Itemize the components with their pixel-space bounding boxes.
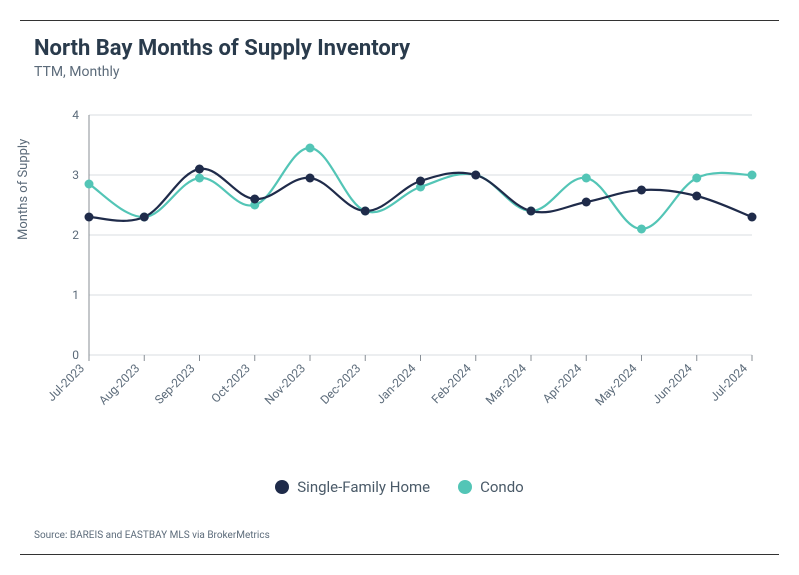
x-tick-label: Oct-2023 — [208, 361, 252, 405]
y-axis-label: Months of Supply — [16, 139, 31, 240]
x-tick-label: Aug-2023 — [96, 361, 142, 407]
svg-text:2: 2 — [72, 228, 79, 242]
series-marker — [195, 174, 204, 183]
legend-swatch — [275, 480, 289, 494]
series-marker — [637, 225, 646, 234]
series-marker — [85, 213, 94, 222]
svg-text:1: 1 — [72, 288, 79, 302]
x-tick-label: Feb-2024 — [429, 361, 474, 406]
svg-text:0: 0 — [72, 348, 79, 362]
svg-text:3: 3 — [72, 168, 79, 182]
source-text: Source: BAREIS and EASTBAY MLS via Broke… — [34, 530, 270, 541]
x-tick-label: Jul-2023 — [44, 361, 87, 404]
legend: Single-Family Home Condo — [0, 478, 799, 498]
x-tick-label: Sep-2023 — [152, 361, 198, 407]
series-marker — [748, 171, 757, 180]
x-tick-label: Jan-2024 — [373, 361, 418, 406]
series-marker — [692, 192, 701, 201]
chart-plot-area: 0 1 2 3 4 Jul-2023Aug-2023Sep-2023Oct-2023Nov… — [34, 95, 765, 435]
series-marker — [250, 195, 259, 204]
series-marker — [582, 198, 591, 207]
x-tick-label: Apr-2024 — [540, 361, 585, 406]
series-marker — [306, 144, 315, 153]
series-marker — [416, 177, 425, 186]
legend-swatch — [458, 480, 472, 494]
legend-label: Condo — [480, 478, 524, 496]
svg-text:4: 4 — [72, 108, 79, 122]
x-tick-label: May-2024 — [592, 361, 639, 408]
x-tick-label: Dec-2023 — [318, 361, 364, 407]
x-tick-label: Jul-2024 — [707, 361, 750, 404]
series-marker — [471, 171, 480, 180]
x-tick-label: Nov-2023 — [262, 361, 308, 407]
x-tick-label: Jun-2024 — [650, 361, 696, 407]
legend-label: Single-Family Home — [297, 478, 430, 496]
series-marker — [306, 174, 315, 183]
chart-svg: 0 1 2 3 4 Jul-2023Aug-2023Sep-2023Oct-2023Nov… — [34, 95, 765, 435]
series-marker — [361, 207, 370, 216]
series-marker — [748, 213, 757, 222]
legend-item: Single-Family Home — [275, 478, 430, 496]
series-marker — [637, 186, 646, 195]
series-marker — [85, 180, 94, 189]
series-marker — [582, 174, 591, 183]
series-marker — [140, 213, 149, 222]
x-tick-label: Mar-2024 — [483, 361, 529, 407]
chart-title: North Bay Months of Supply Inventory — [34, 36, 410, 61]
legend-item: Condo — [458, 478, 524, 496]
series-marker — [692, 174, 701, 183]
chart-subtitle: TTM, Monthly — [34, 64, 120, 80]
series-marker — [527, 207, 536, 216]
series-marker — [195, 165, 204, 174]
